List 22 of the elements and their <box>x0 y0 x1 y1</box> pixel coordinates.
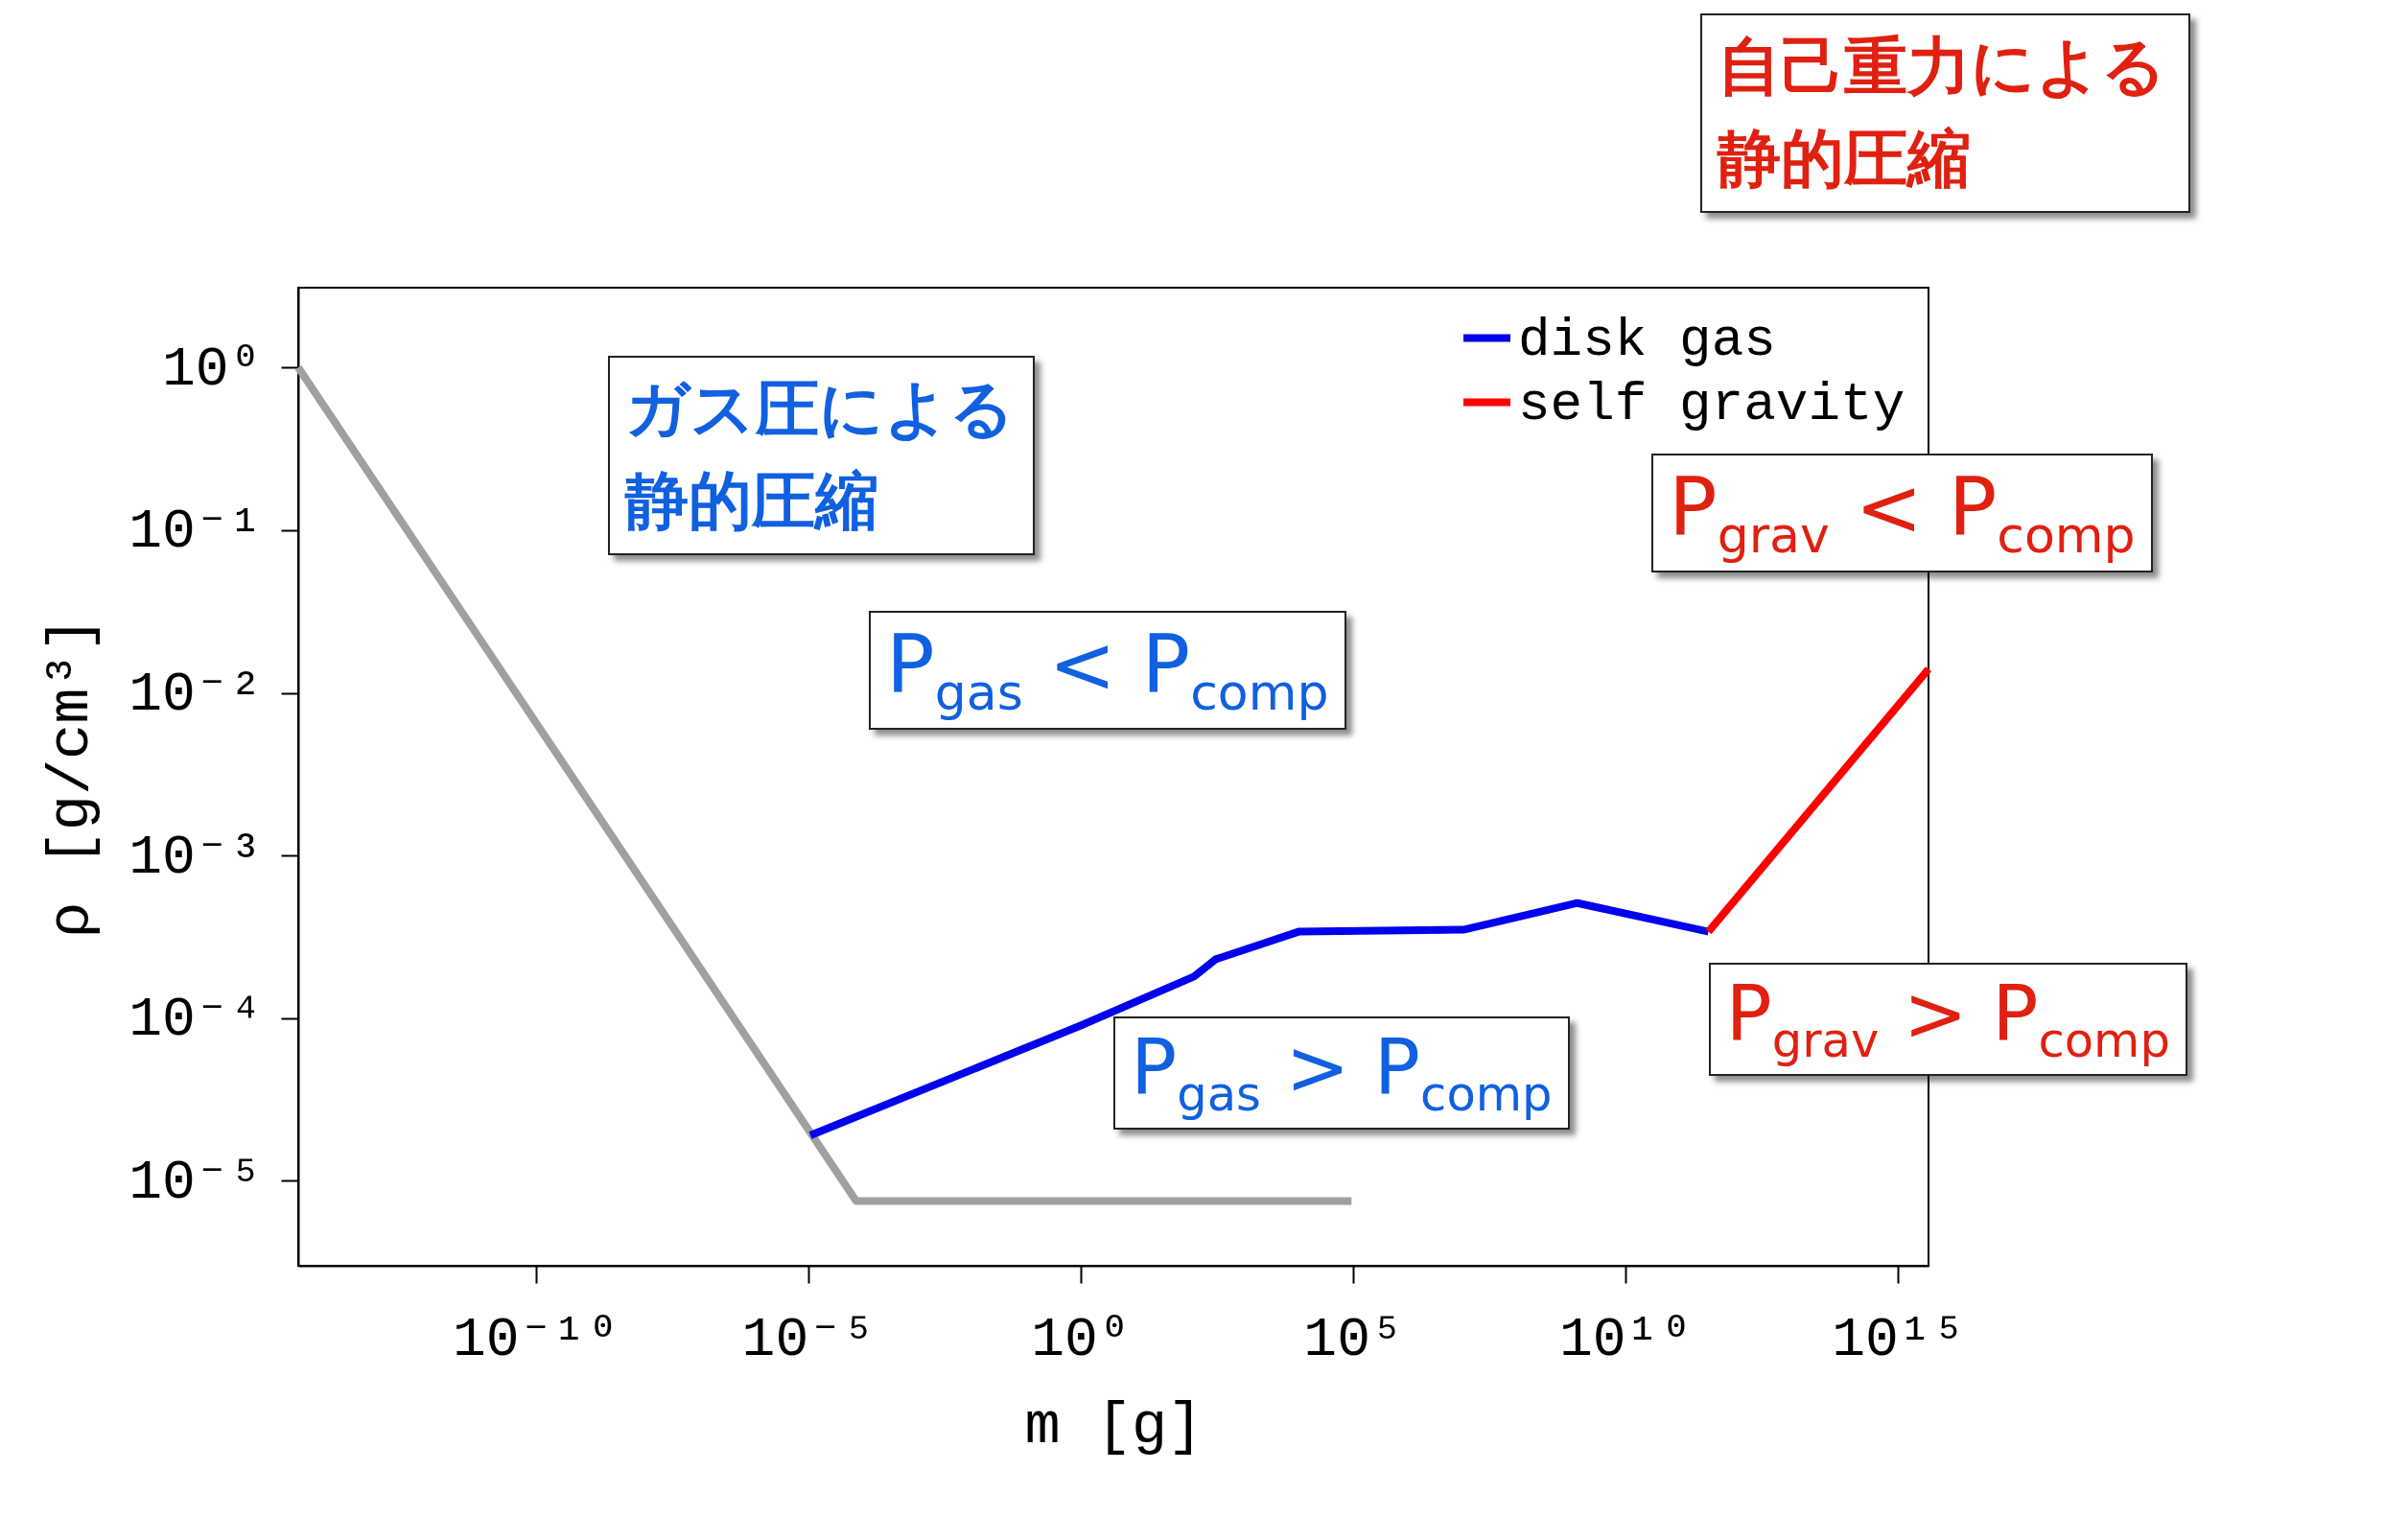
y-tick-label: 10⁰ <box>161 338 263 401</box>
y-tick-label: 10⁻⁵ <box>129 1151 263 1214</box>
x-tick-label: 10⁻¹⁰ <box>452 1308 620 1371</box>
x-tick-label: 10⁵ <box>1303 1308 1404 1371</box>
annotation-box: P$_{gas}$ > P$_{comp}$ <box>1113 1015 1570 1131</box>
x-tick-label: 10¹⁵ <box>1832 1308 1966 1371</box>
y-tick-label: 10⁻² <box>129 664 263 727</box>
y-tick-label: 10⁻¹ <box>129 501 263 564</box>
annotation-box: ガス圧による静的圧縮 <box>608 356 1036 555</box>
y-tick-label: 10⁻⁴ <box>129 989 263 1052</box>
x-tick-label: 10¹⁰ <box>1559 1308 1694 1371</box>
y-tick-label: 10⁻³ <box>129 826 263 889</box>
legend-label: self gravity <box>1518 373 1905 435</box>
x-tick-label: 10⁻⁵ <box>741 1308 876 1371</box>
x-axis-title: m [g] <box>1024 1391 1204 1460</box>
legend-label: disk gas <box>1518 309 1776 371</box>
annotation-box: 自己重力による静的圧縮 <box>1700 13 2191 213</box>
annotation-box: P$_{grav}$ < P$_{comp}$ <box>1651 454 2153 573</box>
annotation-box: P$_{grav}$ > P$_{comp}$ <box>1708 962 2187 1077</box>
x-tick-label: 10⁰ <box>1031 1308 1132 1371</box>
y-axis-title: ρ [g/cm³] <box>37 617 106 938</box>
annotation-box: P$_{gas}$ < P$_{comp}$ <box>869 610 1346 730</box>
